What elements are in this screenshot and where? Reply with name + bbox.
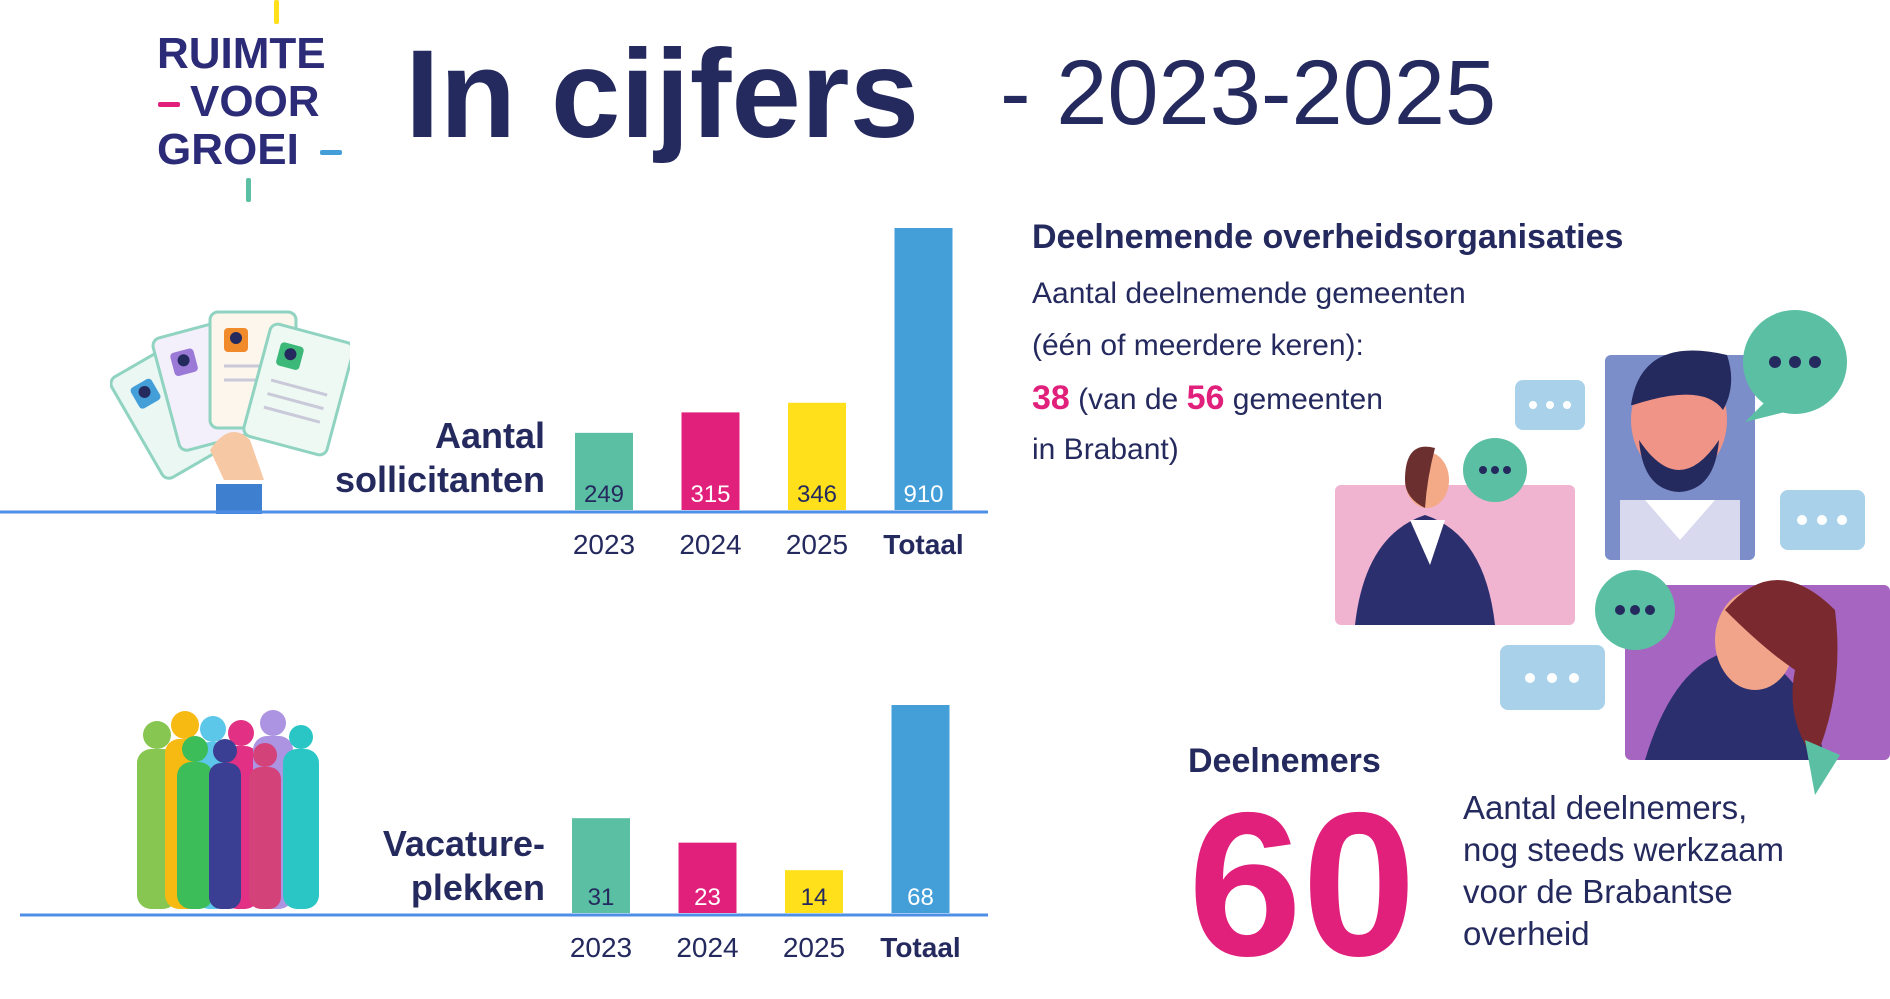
tick-label-2023: 2023: [570, 932, 632, 963]
tick-label-2023: 2023: [573, 529, 635, 560]
chart-1-label-line-1: Aantal: [434, 415, 545, 456]
tick-label-2024: 2024: [679, 529, 741, 560]
data-label-2025: 346: [797, 481, 837, 508]
tick-label-2024: 2024: [676, 932, 738, 963]
bar-2023: [575, 432, 633, 510]
bar-2024: [681, 412, 740, 510]
participants-heading: Deelnemers: [1188, 742, 1381, 780]
chart-1-label-line-2: sollicitanten: [334, 459, 545, 500]
data-label-2025: 14: [801, 884, 828, 911]
logo-accent-right: [320, 150, 342, 155]
tick-label-2025: 2025: [786, 529, 848, 560]
participants-count: 60: [1188, 770, 1417, 999]
organisations-line-3: 38 (van de 56 gemeenten: [1032, 372, 1383, 426]
data-label-2024: 315: [690, 481, 730, 508]
logo-line-1: RUIMTE: [157, 29, 326, 78]
tick-label-2025: 2025: [783, 932, 845, 963]
data-label-2024: 23: [694, 884, 721, 911]
data-label-totaal: 910: [903, 481, 943, 508]
participants-desc-line-1: Aantal deelnemers,: [1463, 789, 1748, 826]
participants-desc-line-3: voor de Brabantse: [1463, 873, 1733, 910]
organisations-count: 38: [1032, 379, 1070, 417]
chart-vacatureplekken: 31 2023 23 2024 14 2025 68 Totaal: [20, 705, 988, 963]
organisations-total: 56: [1186, 379, 1225, 417]
page-subtitle: - 2023-2025: [1000, 42, 1497, 144]
data-label-2023: 249: [584, 481, 624, 508]
chart-sollicitanten: 249 2023 315 2024 346 2025 910 Totaal: [0, 228, 988, 560]
chart-2-label-line-1: Vacature-: [382, 823, 545, 864]
bar-2025: [785, 870, 843, 913]
bar-2023: [572, 818, 630, 913]
video-call-illustration: [1335, 310, 1890, 795]
data-label-totaal: 68: [907, 884, 934, 911]
logo: RUIMTE VOOR GROEI: [150, 0, 350, 205]
bar-totaal: [894, 228, 953, 510]
bar-2025: [788, 402, 846, 510]
tick-label-totaal: Totaal: [880, 932, 960, 963]
data-label-2023: 31: [588, 884, 615, 911]
page-title: In cijfers: [405, 25, 920, 164]
organisations-line-2: (één of meerdere keren):: [1032, 329, 1364, 362]
people-silhouettes-illustration: [137, 710, 319, 909]
organisations-text-b: gemeenten: [1232, 383, 1383, 416]
organisations-line-1: Aantal deelnemende gemeenten: [1032, 277, 1466, 310]
logo-line-3: GROEI: [157, 125, 299, 174]
organisations-heading: Deelnemende overheidsorganisaties: [1032, 218, 1624, 256]
organisations-text-a: (van de: [1078, 383, 1179, 416]
organisations-line-4: in Brabant): [1032, 433, 1179, 466]
cv-cards-illustration: [110, 310, 350, 514]
logo-line-2: VOOR: [190, 77, 320, 126]
tick-label-totaal: Totaal: [883, 529, 963, 560]
participants-desc-line-4: overheid: [1463, 915, 1590, 952]
bar-totaal: [891, 705, 950, 913]
logo-accent-left: [158, 102, 180, 107]
chart-1-label: Aantal sollicitanten: [300, 414, 545, 502]
logo-accent-bottom: [246, 178, 251, 202]
chart-2-label: Vacature- plekken: [300, 822, 545, 910]
chart-2-label-line-2: plekken: [410, 867, 545, 908]
participants-desc-line-2: nog steeds werkzaam: [1463, 831, 1784, 868]
participants-description: Aantal deelnemers, nog steeds werkzaam v…: [1463, 787, 1784, 955]
logo-accent-top: [274, 0, 279, 24]
bar-2024: [678, 842, 737, 913]
